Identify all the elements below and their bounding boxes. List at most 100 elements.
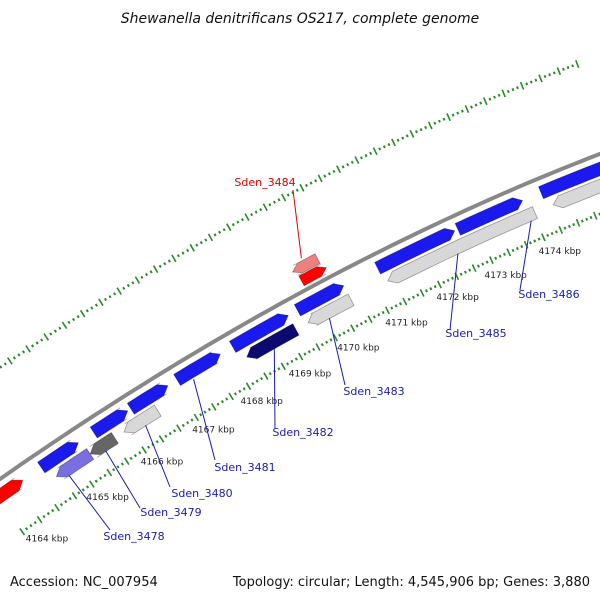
outer-ring-dot xyxy=(186,248,190,253)
outer-ring-dot xyxy=(378,147,382,151)
inner-ring-dot xyxy=(320,342,324,347)
gene-labels: Sden_3484 Sden_3478 Sden_3479 Sden_3480 Sden… xyxy=(68,176,580,543)
outer-ring-major-tick xyxy=(226,223,232,232)
outer-ring-dot xyxy=(35,341,39,345)
gene-label-sden_3481: Sden_3481 xyxy=(214,461,275,474)
inner-ring-dot xyxy=(46,511,50,516)
inner-ring-dot xyxy=(51,508,55,513)
outer-ring-dot xyxy=(126,283,130,288)
inner-ring-dot xyxy=(260,377,264,381)
inner-ring-major-tick xyxy=(228,392,234,401)
inner-ring-dot xyxy=(520,244,524,249)
outer-ring-dot xyxy=(419,127,423,132)
inner-ring-dot xyxy=(242,387,246,391)
inner-ring-dot xyxy=(442,280,446,285)
inner-ring-dot xyxy=(325,340,329,344)
inner-ring-dot xyxy=(168,431,172,436)
gene-label-sden_3479: Sden_3479 xyxy=(140,506,201,519)
outer-ring-dot xyxy=(199,240,203,245)
outer-ring-major-tick xyxy=(556,67,562,76)
outer-ring-dot xyxy=(479,101,483,105)
inner-ring-dot xyxy=(220,399,224,404)
inner-ring-dot xyxy=(446,278,450,282)
outer-ring-dot xyxy=(167,259,171,263)
outer-ring-major-tick xyxy=(427,121,433,130)
outer-ring-dot xyxy=(364,153,368,158)
outer-ring-dot xyxy=(566,65,570,70)
outer-ring-dot xyxy=(12,356,16,360)
inner-ring-dot xyxy=(138,451,142,455)
backbone-line xyxy=(0,151,600,482)
inner-ring-dot xyxy=(77,491,81,495)
inner-ring-major-tick xyxy=(558,225,564,234)
inner-ring-dot xyxy=(459,272,463,276)
inner-ring-dot xyxy=(238,389,242,393)
outer-ring-major-tick xyxy=(299,183,305,192)
outer-ring-dot xyxy=(195,243,199,247)
tick-label-8: 4171 kbp xyxy=(385,318,428,328)
outer-ring-dot xyxy=(305,183,308,188)
inner-ring-major-tick xyxy=(315,343,321,351)
inner-ring-dot xyxy=(429,287,433,291)
outer-ring-major-tick xyxy=(446,113,451,122)
inner-ring-major-tick xyxy=(593,211,598,220)
outer-ring-dot xyxy=(488,97,492,101)
inner-ring-major-tick xyxy=(367,315,373,324)
inner-ring-major-tick xyxy=(350,324,356,333)
forward-gene-3 xyxy=(126,382,169,415)
inner-ring-dot xyxy=(329,338,333,342)
tick-label-10: 4173 kbp xyxy=(484,271,527,281)
inner-ring-dot xyxy=(511,248,515,252)
outer-ring-dot xyxy=(424,125,428,130)
outer-ring-dot xyxy=(525,82,529,86)
outer-ring-dot xyxy=(562,67,565,71)
outer-ring-dot xyxy=(85,309,89,313)
inner-ring-dot xyxy=(173,429,177,433)
inner-ring-dot xyxy=(433,284,437,289)
outer-ring-major-tick xyxy=(6,357,13,365)
outer-ring-dot xyxy=(94,303,98,307)
inner-ring-dot xyxy=(338,333,342,337)
outer-ring-dot xyxy=(314,179,318,183)
inner-ring-dot xyxy=(203,410,207,414)
inner-ring-dot xyxy=(494,256,498,260)
gene-leader-line xyxy=(273,348,276,429)
inner-ring-major-tick xyxy=(106,468,113,477)
inner-ring-dot xyxy=(554,230,558,234)
outer-ring-major-tick xyxy=(25,345,31,353)
edge-red-gene xyxy=(0,477,24,505)
outer-ring-dot xyxy=(387,142,391,147)
inner-ring-dot xyxy=(294,357,298,361)
outer-ring-dot xyxy=(176,254,180,258)
outer-ring-dot xyxy=(250,213,254,217)
outer-ring-dot xyxy=(286,193,290,197)
gene-label-sden_3482: Sden_3482 xyxy=(272,426,333,439)
inner-ring-dot xyxy=(377,313,381,317)
inner-ring-major-tick xyxy=(19,528,26,536)
outer-ring-major-tick xyxy=(354,156,360,165)
forward-gene-2 xyxy=(89,407,129,439)
inner-ring-dot xyxy=(580,219,584,223)
outer-ring-dot xyxy=(369,151,373,156)
gene-leader-line xyxy=(105,450,141,509)
outer-ring-dot xyxy=(414,130,418,134)
outer-ring-dot xyxy=(163,262,167,266)
inner-ring-dot xyxy=(359,322,363,326)
outer-ring-dot xyxy=(21,350,26,354)
outer-ring-dot xyxy=(309,181,313,185)
inner-ring-dot xyxy=(585,217,589,221)
inner-ring-dot xyxy=(303,352,307,356)
inner-ring-dot xyxy=(120,462,124,466)
inner-ring-dot xyxy=(498,254,502,258)
gene-leader-line xyxy=(68,475,111,531)
gene-label-sden_3485: Sden_3485 xyxy=(445,327,506,340)
outer-ring-dot xyxy=(31,344,35,348)
inner-ring-dot xyxy=(476,264,480,268)
outer-ring-dot xyxy=(90,306,94,310)
outer-ring-major-tick xyxy=(207,233,214,242)
outer-ring-dot xyxy=(222,228,226,232)
outer-ring-dot xyxy=(0,365,3,369)
inner-ring-dot xyxy=(407,297,411,301)
outer-ring-dot xyxy=(236,220,240,224)
inner-ring-dot xyxy=(112,468,116,472)
